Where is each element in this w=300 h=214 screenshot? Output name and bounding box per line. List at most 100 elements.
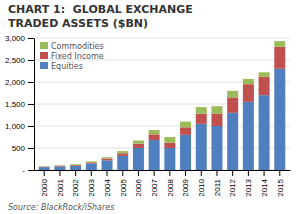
x-tick: 2009: [181, 170, 190, 197]
x-tick: 2005: [119, 170, 128, 197]
bar: [117, 151, 128, 153]
bar: [86, 163, 97, 170]
bar: [196, 107, 207, 114]
x-tick-mark: [216, 170, 217, 176]
bar: [133, 141, 144, 144]
x-tick-mark: [44, 170, 45, 176]
bar: [102, 160, 113, 170]
source: Source: BlackRock/iShares: [8, 203, 114, 212]
x-tick-label: 2001: [56, 178, 65, 196]
bar: [227, 113, 238, 170]
y-tick: 2,000: [5, 78, 34, 87]
x-tick-label: 2006: [134, 178, 143, 196]
x-tick: 2012: [228, 170, 237, 197]
y-tick-mark: [28, 82, 34, 83]
x-tick-label: 2000: [40, 178, 49, 196]
bar: [227, 97, 238, 112]
bar: [117, 156, 128, 170]
y-tick: 3,000: [5, 34, 34, 43]
x-tick: 2000: [40, 170, 49, 197]
bar: [243, 84, 254, 102]
y-tick-label: 500: [12, 144, 26, 153]
bar: [211, 106, 222, 113]
x-tick-mark: [185, 170, 186, 176]
y-tick-mark: [28, 126, 34, 127]
bar: [196, 114, 207, 124]
legend: CommoditiesFixed IncomeEquities: [40, 42, 104, 71]
series: [39, 69, 286, 170]
bar: [39, 166, 50, 167]
x-tick-label: 2012: [228, 178, 237, 196]
x-tick: 2007: [150, 170, 159, 197]
y-tick-mark: [28, 104, 34, 105]
y-tick-mark: [28, 148, 34, 149]
bar: [39, 166, 50, 167]
bar: [149, 130, 160, 134]
bar: [117, 153, 128, 156]
x-tick-label: 2010: [197, 178, 206, 196]
y-tick-mark: [28, 60, 34, 61]
bar: [70, 164, 81, 166]
y-tick-label: 2,000: [5, 78, 26, 87]
bar: [164, 137, 175, 143]
bar: [180, 127, 191, 134]
y-tick: -: [22, 166, 34, 175]
x-tick-label: 2009: [181, 178, 190, 196]
bar: [133, 144, 144, 148]
bars: [39, 41, 286, 170]
x-tick-mark: [107, 170, 108, 176]
x-tick-mark: [169, 170, 170, 176]
x-tick-label: 2015: [276, 178, 285, 196]
y-tick: 1,500: [5, 100, 34, 109]
series: [39, 47, 286, 167]
y-axis: - 500 1,000 1,500 2,000 2,500 3,000: [5, 34, 35, 175]
x-tick-label: 2014: [260, 178, 269, 196]
y-tick: 1,000: [5, 122, 34, 131]
y-tick-mark: [28, 170, 34, 171]
bar: [164, 143, 175, 148]
x-axis-line: [35, 170, 291, 171]
bar: [274, 41, 285, 47]
x-tick: 2001: [56, 170, 65, 197]
x-tick-mark: [91, 170, 92, 176]
y-tick-label: 2,500: [5, 56, 26, 65]
y-axis-line: [34, 39, 35, 171]
legend-swatch: [40, 52, 48, 59]
x-tick: 2014: [260, 170, 269, 197]
x-tick-mark: [154, 170, 155, 176]
legend-swatch: [40, 62, 48, 69]
x-tick: 2010: [197, 170, 206, 197]
bar: [274, 47, 285, 69]
bar: [102, 157, 113, 158]
x-tick-mark: [232, 170, 233, 176]
x-tick: 2013: [244, 170, 253, 197]
x-axis: 2000200120022003200420052006200720082009…: [35, 170, 291, 197]
bar: [133, 148, 144, 170]
bar: [70, 166, 81, 170]
y-tick-label: -: [22, 166, 25, 175]
x-tick: 2003: [87, 170, 96, 197]
bar: [259, 72, 270, 76]
x-tick-mark: [201, 170, 202, 176]
series: [39, 41, 286, 167]
grid: [34, 38, 290, 170]
bar: [211, 126, 222, 170]
legend-label: Commodities: [51, 42, 104, 51]
x-tick-mark: [75, 170, 76, 176]
bar: [54, 165, 65, 167]
bar: [102, 159, 113, 161]
bar: [259, 95, 270, 170]
x-tick-mark: [59, 170, 60, 176]
y-tick-mark: [28, 38, 34, 39]
bar: [211, 114, 222, 126]
x-tick: 2002: [71, 170, 80, 197]
title: CHART 1: GLOBAL EXCHANGE: [8, 3, 193, 16]
x-tick-mark: [248, 170, 249, 176]
x-tick: 2004: [103, 170, 112, 197]
bar: [39, 167, 50, 170]
bar: [196, 124, 207, 170]
bar: [243, 102, 254, 170]
bar: [70, 165, 81, 167]
x-tick-mark: [122, 170, 123, 176]
bar: [149, 140, 160, 170]
